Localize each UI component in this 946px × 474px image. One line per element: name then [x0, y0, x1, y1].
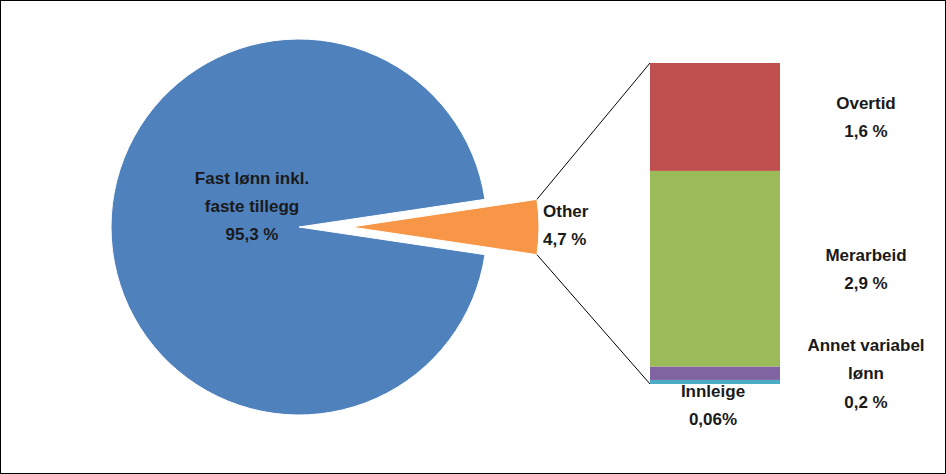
pie-label-value: 95,3 %: [226, 225, 279, 244]
bar-label-value: 0,06%: [689, 410, 737, 429]
pie-label-value: 4,7 %: [543, 230, 586, 249]
bar-segment: [650, 171, 780, 367]
bar-segment: [650, 63, 780, 171]
bar-label-value: 2,9 %: [844, 274, 887, 293]
stacked-bar: [650, 63, 780, 384]
pie-label-category: Fast lønn inkl.faste tillegg: [195, 169, 309, 216]
bar-label-category: Innleige: [681, 382, 745, 401]
bar-segment: [650, 366, 780, 379]
connector-line: [537, 255, 650, 384]
chart-svg: Fast lønn inkl.faste tillegg 95,3 % Other 4…: [0, 0, 946, 474]
bar-label-value: 0,2 %: [844, 393, 887, 412]
pie-label-category: Other: [543, 202, 589, 221]
chart-root: Fast lønn inkl.faste tillegg 95,3 % Other 4…: [0, 0, 946, 474]
pie-slice: [351, 199, 539, 254]
bar-label-value: 1,6 %: [844, 122, 887, 141]
frame: [1, 1, 946, 474]
bar-label-category: Overtid: [836, 94, 896, 113]
pie: [111, 39, 539, 415]
bar-label-category: Annet variabellønn: [807, 337, 924, 384]
bar-label-category: Merarbeid: [825, 246, 906, 265]
connector-line: [537, 63, 650, 199]
